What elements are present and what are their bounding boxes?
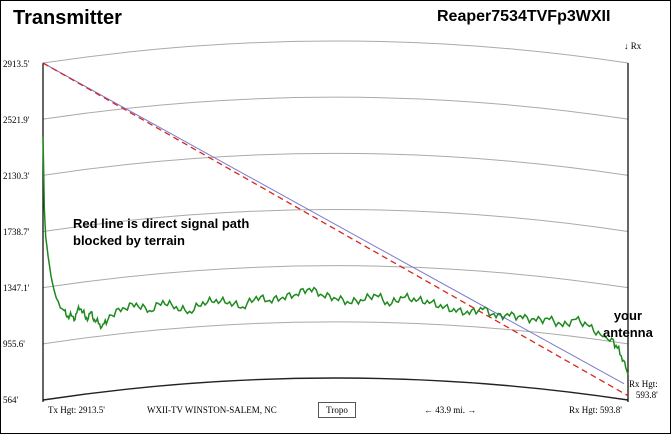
rx-height-label: Rx Hgt: 593.8' [569, 405, 622, 415]
rx-marker: ↓ Rx [624, 41, 642, 51]
y-tick-label: 1347.1' [3, 283, 30, 293]
direct-path-annotation-line-2: blocked by terrain [73, 233, 185, 248]
rx-height-side-caption: Rx Hgt: [629, 379, 658, 389]
antenna-annotation-line-1: your [613, 308, 642, 323]
y-tick-label: 2130.3' [3, 171, 30, 181]
earth-surface-arc [42, 377, 629, 401]
y-tick-label: 955.6' [3, 339, 25, 349]
tx-height-label: Tx Hgt: 2913.5' [48, 405, 105, 415]
elevation-gridline [42, 96, 629, 120]
elevation-gridline [42, 152, 629, 176]
antenna-annotation-line-2: antenna [603, 325, 653, 340]
rx-height-side-label: Rx Hgt: 593.8' [629, 379, 658, 401]
distance-label: ← 43.9 mi. → [424, 405, 477, 415]
elevation-gridline [42, 321, 629, 345]
station-name: WXII-TV WINSTON-SALEM, NC [147, 405, 277, 415]
y-tick-label: 2913.5' [3, 59, 30, 69]
station-callsign: Reaper7534TVFp3WXII [437, 8, 611, 25]
direct-signal-path [42, 62, 629, 397]
y-tick-label: 1738.7' [3, 227, 30, 237]
elevation-gridline [42, 265, 629, 289]
terrain-profile-line [42, 136, 629, 375]
rx-height-side-value: 593.8' [635, 390, 658, 400]
direct-path-annotation: Red line is direct signal path blocked b… [73, 215, 249, 249]
elevation-gridline [42, 209, 629, 232]
transmitter-title: Transmitter [13, 7, 122, 29]
antenna-annotation: your antenna [603, 307, 653, 341]
direct-path-annotation-line-1: Red line is direct signal path [73, 216, 250, 231]
elevation-gridline [42, 40, 629, 64]
y-tick-label: 564' [3, 395, 19, 405]
line-of-sight-path [42, 62, 625, 385]
tropo-button[interactable]: Tropo [318, 402, 356, 418]
y-tick-label: 2521.9' [3, 115, 30, 125]
